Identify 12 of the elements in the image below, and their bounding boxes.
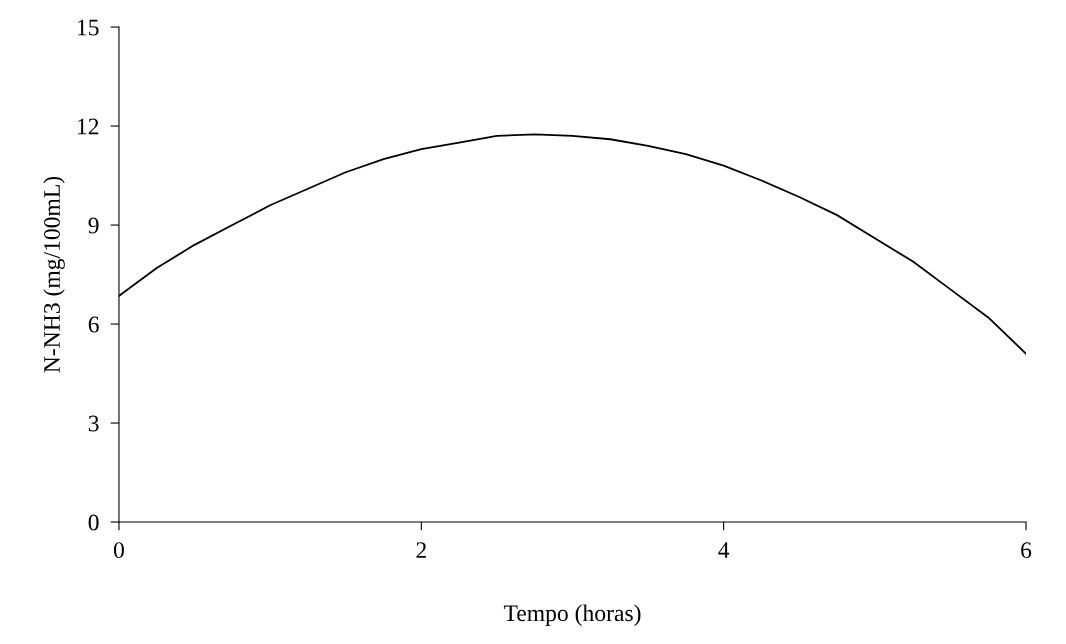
y-tick-label: 12 [77, 118, 99, 135]
x-tick-label: 0 [113, 542, 124, 559]
y-tick-label: 0 [88, 514, 99, 531]
y-tick-label: 15 [77, 19, 99, 36]
x-tick-label: 4 [718, 542, 730, 558]
x-axis-title: Tempo (horas) [503, 604, 641, 626]
x-tick-label: 2 [416, 542, 426, 558]
y-axis-title: N-NH3 (mg/100mL) [43, 176, 65, 373]
y-tick-label: 3 [88, 415, 99, 432]
y-tick-label: 9 [88, 217, 99, 234]
y-tick-label: 6 [88, 316, 99, 333]
x-tick-label: 6 [1021, 542, 1032, 559]
